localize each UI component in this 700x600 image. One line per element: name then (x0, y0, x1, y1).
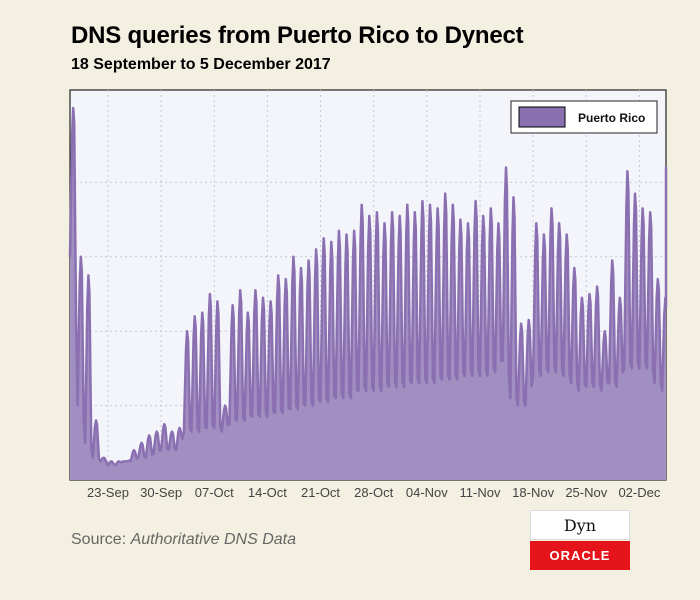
source-note: Source: Authoritative DNS Data (71, 531, 296, 549)
x-tick-label: 14-Oct (248, 485, 287, 500)
x-tick-label: 18-Nov (512, 485, 554, 500)
legend-swatch (518, 106, 566, 128)
source-value: Authoritative DNS Data (130, 531, 296, 548)
x-tick-label: 21-Oct (301, 485, 340, 500)
x-tick-label: 25-Nov (565, 485, 607, 500)
x-tick-label: 04-Nov (406, 485, 448, 500)
x-tick-label: 23-Sep (87, 485, 129, 500)
x-tick-label: 30-Sep (140, 485, 182, 500)
legend-label: Puerto Rico (578, 111, 645, 125)
x-tick-label: 11-Nov (460, 485, 501, 500)
series-line-puerto-rico (68, 106, 668, 467)
x-axis-ticks: 23-Sep 30-Sep 07-Oct 14-Oct 21-Oct 28-Oct 04-N… (87, 485, 661, 500)
source-label: Source: (71, 531, 127, 548)
x-tick-label: 28-Oct (354, 485, 393, 500)
dyn-oracle-logo: Dyn ORACLE (530, 510, 630, 570)
chart-subtitle: 18 September to 5 December 2017 (71, 56, 331, 73)
x-tick-label: 07-Oct (195, 485, 234, 500)
dyn-logo: Dyn (530, 510, 630, 540)
oracle-logo: ORACLE (530, 541, 630, 570)
series-puerto-rico (68, 106, 668, 480)
chart-title: DNS queries from Puerto Rico to Dynect (71, 22, 524, 49)
x-tick-label: 02-Dec (618, 485, 660, 500)
legend: Puerto Rico (510, 100, 658, 134)
